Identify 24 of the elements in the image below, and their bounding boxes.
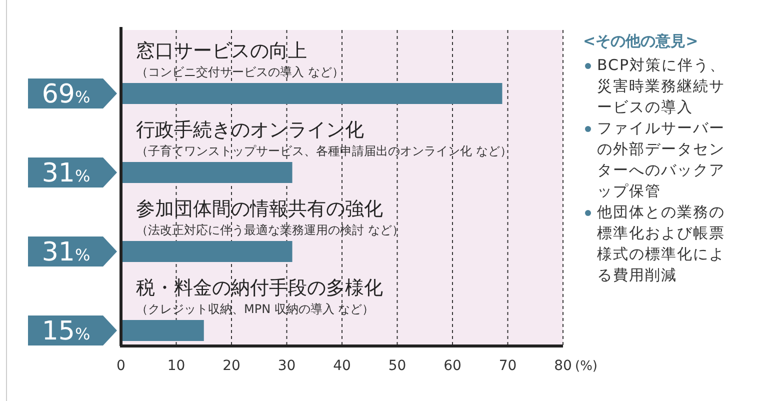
data-label: 69% bbox=[42, 80, 90, 110]
text: ファイルサーバーの外部データセンターへのバックアップ保管 bbox=[583, 118, 735, 202]
y-tick-label: 参加団体間の情報共有の強化 bbox=[136, 198, 383, 220]
y-tick-label: 行政手続きのオンライン化 bbox=[136, 119, 364, 141]
x-tick-label: 20 bbox=[222, 358, 240, 374]
y-tick-label: 税・料金の納付手段の多様化 bbox=[136, 277, 383, 299]
data-label: 31% bbox=[42, 238, 90, 268]
x-tick-label: 10 bbox=[167, 358, 186, 374]
annotation: （コンビニ交付サービスの導入 など） bbox=[136, 65, 344, 79]
text: BCP対策に伴う、災害時業務継続サービスの導入 bbox=[583, 55, 735, 118]
x-tick-label: 70 bbox=[498, 358, 517, 374]
x-tick-label: 40 bbox=[333, 358, 351, 374]
x-tick-label: 80 bbox=[554, 358, 572, 374]
text: 他団体との業務の標準化および帳票様式の標準化による費用削減 bbox=[583, 202, 735, 286]
x-tick-label: 0 bbox=[116, 358, 126, 374]
x-tick-label: 30 bbox=[278, 358, 296, 374]
data-label: 15% bbox=[42, 316, 90, 346]
x-tick-label: 50 bbox=[388, 358, 406, 374]
text: <その他の意見> bbox=[583, 32, 700, 51]
x-axis-title: (%) bbox=[575, 359, 598, 374]
data-label: 31% bbox=[42, 158, 90, 188]
y-tick-label: 窓口サービスの向上 bbox=[136, 40, 307, 62]
x-tick-label: 60 bbox=[444, 358, 462, 374]
annotation: （子育てワンストップサービス、各種申請届出のオンライン化 など） bbox=[136, 144, 512, 158]
